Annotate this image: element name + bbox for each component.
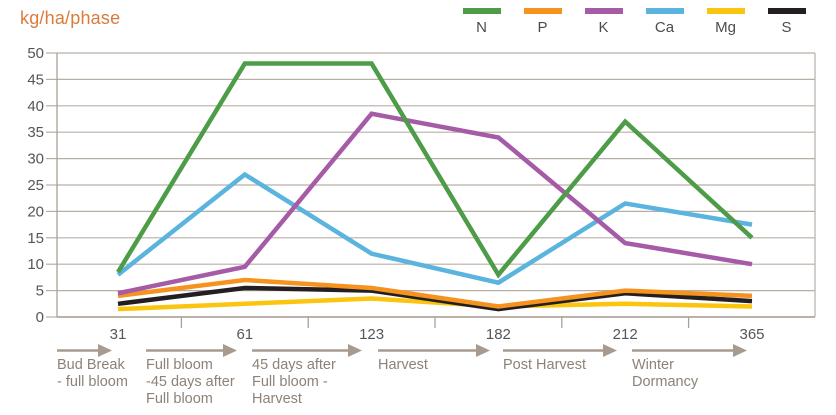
- phase-arrowhead-icon: [348, 344, 362, 357]
- legend-item-Mg: Mg: [695, 8, 756, 36]
- y-axis-unit-title: kg/ha/phase: [20, 8, 121, 28]
- x-tick-label-61: 61: [236, 326, 253, 343]
- y-tick-label: 0: [36, 309, 44, 326]
- y-tick-label: 25: [27, 177, 44, 194]
- phase-arrowhead-icon: [223, 344, 237, 357]
- phase-arrowhead-icon: [603, 344, 617, 357]
- legend-item-N: N: [451, 8, 512, 36]
- x-tick-label-212: 212: [613, 326, 638, 343]
- phase-label-2: 45 days after Full bloom -Harvest: [252, 357, 336, 407]
- phase-label-4: Post Harvest: [503, 357, 586, 373]
- legend-item-Ca: Ca: [634, 8, 695, 36]
- x-tick-label-31: 31: [110, 326, 127, 343]
- phase-arrowhead-icon: [98, 344, 112, 357]
- y-tick-label: 50: [27, 45, 44, 62]
- x-tick-label-365: 365: [739, 326, 764, 343]
- series-line-K: [117, 111, 753, 296]
- phase-label-3: Harvest: [378, 357, 428, 373]
- phase-label-0: Bud Break - full bloom: [57, 357, 128, 390]
- phase-arrowhead-icon: [476, 344, 490, 357]
- y-tick-label: 5: [36, 283, 44, 300]
- phase-label-1: Full bloom -45 days after Full bloom: [146, 357, 235, 407]
- series-line-N: [116, 61, 754, 279]
- x-tick-label-123: 123: [359, 326, 384, 343]
- phase-label-5: Winter Dormancy: [632, 357, 699, 390]
- legend-label: K: [598, 19, 609, 36]
- chart-legend: N P K Ca Mg S: [451, 8, 817, 36]
- legend-label: N: [476, 19, 487, 36]
- y-tick-label: 15: [27, 230, 44, 247]
- phase-arrowhead-icon: [733, 344, 747, 357]
- y-tick-label: 10: [27, 256, 44, 273]
- legend-swatch-Ca: [645, 8, 684, 14]
- legend-swatch-K: [584, 8, 623, 14]
- series-line-Mg: [117, 296, 753, 312]
- legend-swatch-N: [462, 8, 501, 14]
- series-line-Ca: [116, 171, 753, 286]
- y-tick-label: 35: [27, 124, 44, 141]
- y-tick-label: 40: [27, 98, 44, 115]
- legend-label: P: [537, 19, 548, 36]
- legend-swatch-P: [523, 8, 562, 14]
- y-tick-label: 30: [27, 151, 44, 168]
- x-tick-label-182: 182: [486, 326, 511, 343]
- y-tick-label: 45: [27, 71, 44, 88]
- legend-label: S: [781, 19, 792, 36]
- legend-item-K: K: [573, 8, 634, 36]
- y-tick-label: 20: [27, 203, 44, 220]
- legend-item-P: P: [512, 8, 573, 36]
- series-line-P: [117, 277, 753, 309]
- legend-swatch-S: [767, 8, 806, 14]
- legend-label: Mg: [715, 19, 736, 36]
- legend-item-S: S: [756, 8, 817, 36]
- series-line-S: [117, 285, 753, 312]
- legend-label: Ca: [654, 19, 675, 36]
- legend-swatch-Mg: [706, 8, 745, 14]
